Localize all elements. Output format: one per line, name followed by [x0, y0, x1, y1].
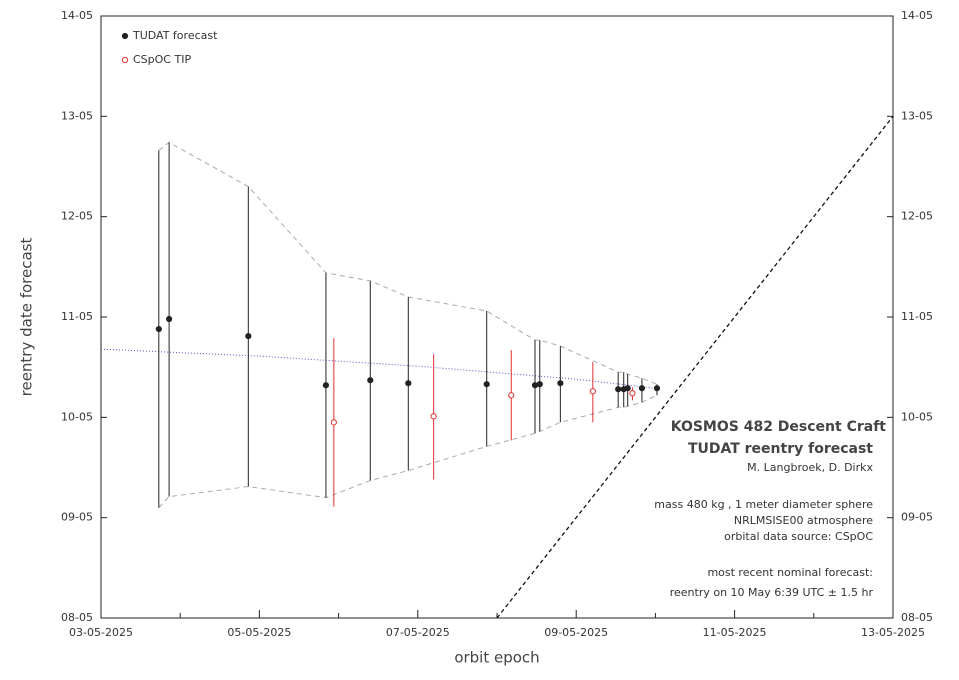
reference-line	[496, 115, 894, 619]
y-axis-title: reentry date forecast	[18, 238, 36, 397]
data-point	[430, 413, 437, 420]
y-tick-label: 10-05	[61, 410, 93, 423]
envelope-line	[158, 394, 658, 508]
annotation-authors: M. Langbroek, D. Dirkx	[747, 461, 873, 474]
data-point	[638, 385, 646, 392]
data-point	[330, 419, 337, 426]
data-point	[322, 382, 330, 389]
data-point	[155, 325, 162, 333]
x-tick-label: 11-05-2025	[703, 626, 767, 639]
y-tick-label: 13-05	[901, 109, 933, 122]
y-tick-label: 13-05	[61, 109, 93, 122]
y-tick-label: 08-05	[901, 611, 933, 624]
data-point	[367, 377, 374, 384]
legend-marker	[121, 32, 129, 40]
annotation-footer: most recent nominal forecast:	[707, 566, 873, 579]
data-point	[589, 388, 596, 395]
x-tick-label: 05-05-2025	[227, 626, 291, 639]
annotation-line: mass 480 kg , 1 meter diameter sphere	[654, 498, 873, 511]
annotation-line: orbital data source: CSpOC	[724, 530, 873, 543]
legend-label: TUDAT forecast	[132, 29, 218, 42]
data-point	[405, 380, 412, 387]
data-point	[615, 386, 622, 393]
annotation-footer: reentry on 10 May 6:39 UTC ± 1.5 hr	[670, 586, 874, 599]
annotation-subtitle: TUDAT reentry forecast	[688, 441, 873, 457]
data-point	[245, 332, 252, 340]
trend-line	[100, 348, 656, 389]
y-tick-label: 08-05	[61, 611, 93, 624]
annotation-line: NRLMSISE00 atmosphere	[734, 514, 873, 527]
legend-marker	[121, 56, 129, 64]
data-point	[483, 381, 490, 388]
data-point	[653, 385, 661, 392]
data-point	[629, 390, 636, 397]
data-point	[508, 392, 515, 399]
y-tick-label: 10-05	[901, 410, 933, 423]
data-point	[166, 315, 173, 323]
y-tick-label: 09-05	[901, 511, 933, 524]
legend-label: CSpOC TIP	[133, 53, 191, 66]
y-tick-label: 11-05	[61, 310, 93, 323]
x-tick-label: 09-05-2025	[544, 626, 608, 639]
data-point	[557, 380, 564, 387]
x-tick-label: 03-05-2025	[69, 626, 133, 639]
x-tick-label: 13-05-2025	[861, 626, 925, 639]
y-tick-label: 12-05	[901, 210, 933, 223]
y-tick-label: 12-05	[61, 210, 93, 223]
y-tick-label: 11-05	[901, 310, 933, 323]
x-axis-title: orbit epoch	[454, 649, 539, 667]
y-tick-label: 14-05	[901, 9, 933, 22]
data-point	[536, 381, 543, 388]
y-tick-label: 09-05	[61, 511, 93, 524]
data-point	[624, 385, 631, 392]
annotation-title: KOSMOS 482 Descent Craft	[671, 419, 887, 435]
x-tick-label: 07-05-2025	[386, 626, 450, 639]
y-tick-label: 14-05	[61, 9, 93, 22]
